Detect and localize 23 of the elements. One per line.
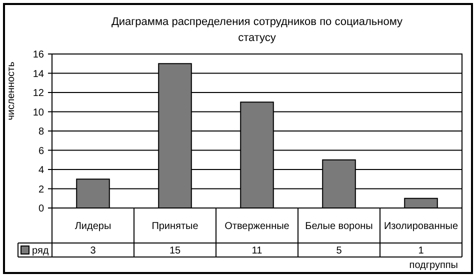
data-label: 5 — [336, 246, 342, 256]
y-tick-label: 4 — [38, 165, 44, 176]
x-axis-title: подгруппы — [409, 260, 458, 271]
y-tick-label: 6 — [38, 146, 44, 157]
y-tick-label: 12 — [32, 88, 44, 99]
legend-label: ряд — [32, 246, 49, 256]
x-tick-label: Принятые — [152, 221, 199, 232]
y-tick-label: 2 — [38, 184, 44, 196]
x-tick-label: Лидеры — [74, 221, 112, 232]
y-tick-label: 8 — [38, 126, 44, 138]
data-label: 1 — [418, 246, 424, 256]
data-label: 15 — [169, 246, 181, 256]
x-tick-label: Отверженные — [224, 221, 290, 232]
y-tick-label: 16 — [32, 50, 44, 60]
y-tick-label: 0 — [38, 204, 44, 214]
y-tick-label: 10 — [32, 107, 44, 118]
data-label: 3 — [90, 246, 96, 256]
y-tick-label: 14 — [32, 68, 44, 80]
y-axis-title: численность — [6, 62, 17, 120]
x-tick-label: Изолированные — [384, 221, 458, 232]
x-tick-label: Белые вороны — [305, 221, 373, 232]
data-label: 11 — [252, 246, 263, 256]
chart-title: Диаграмма распределения сотрудников по социальному статусу — [111, 16, 404, 44]
